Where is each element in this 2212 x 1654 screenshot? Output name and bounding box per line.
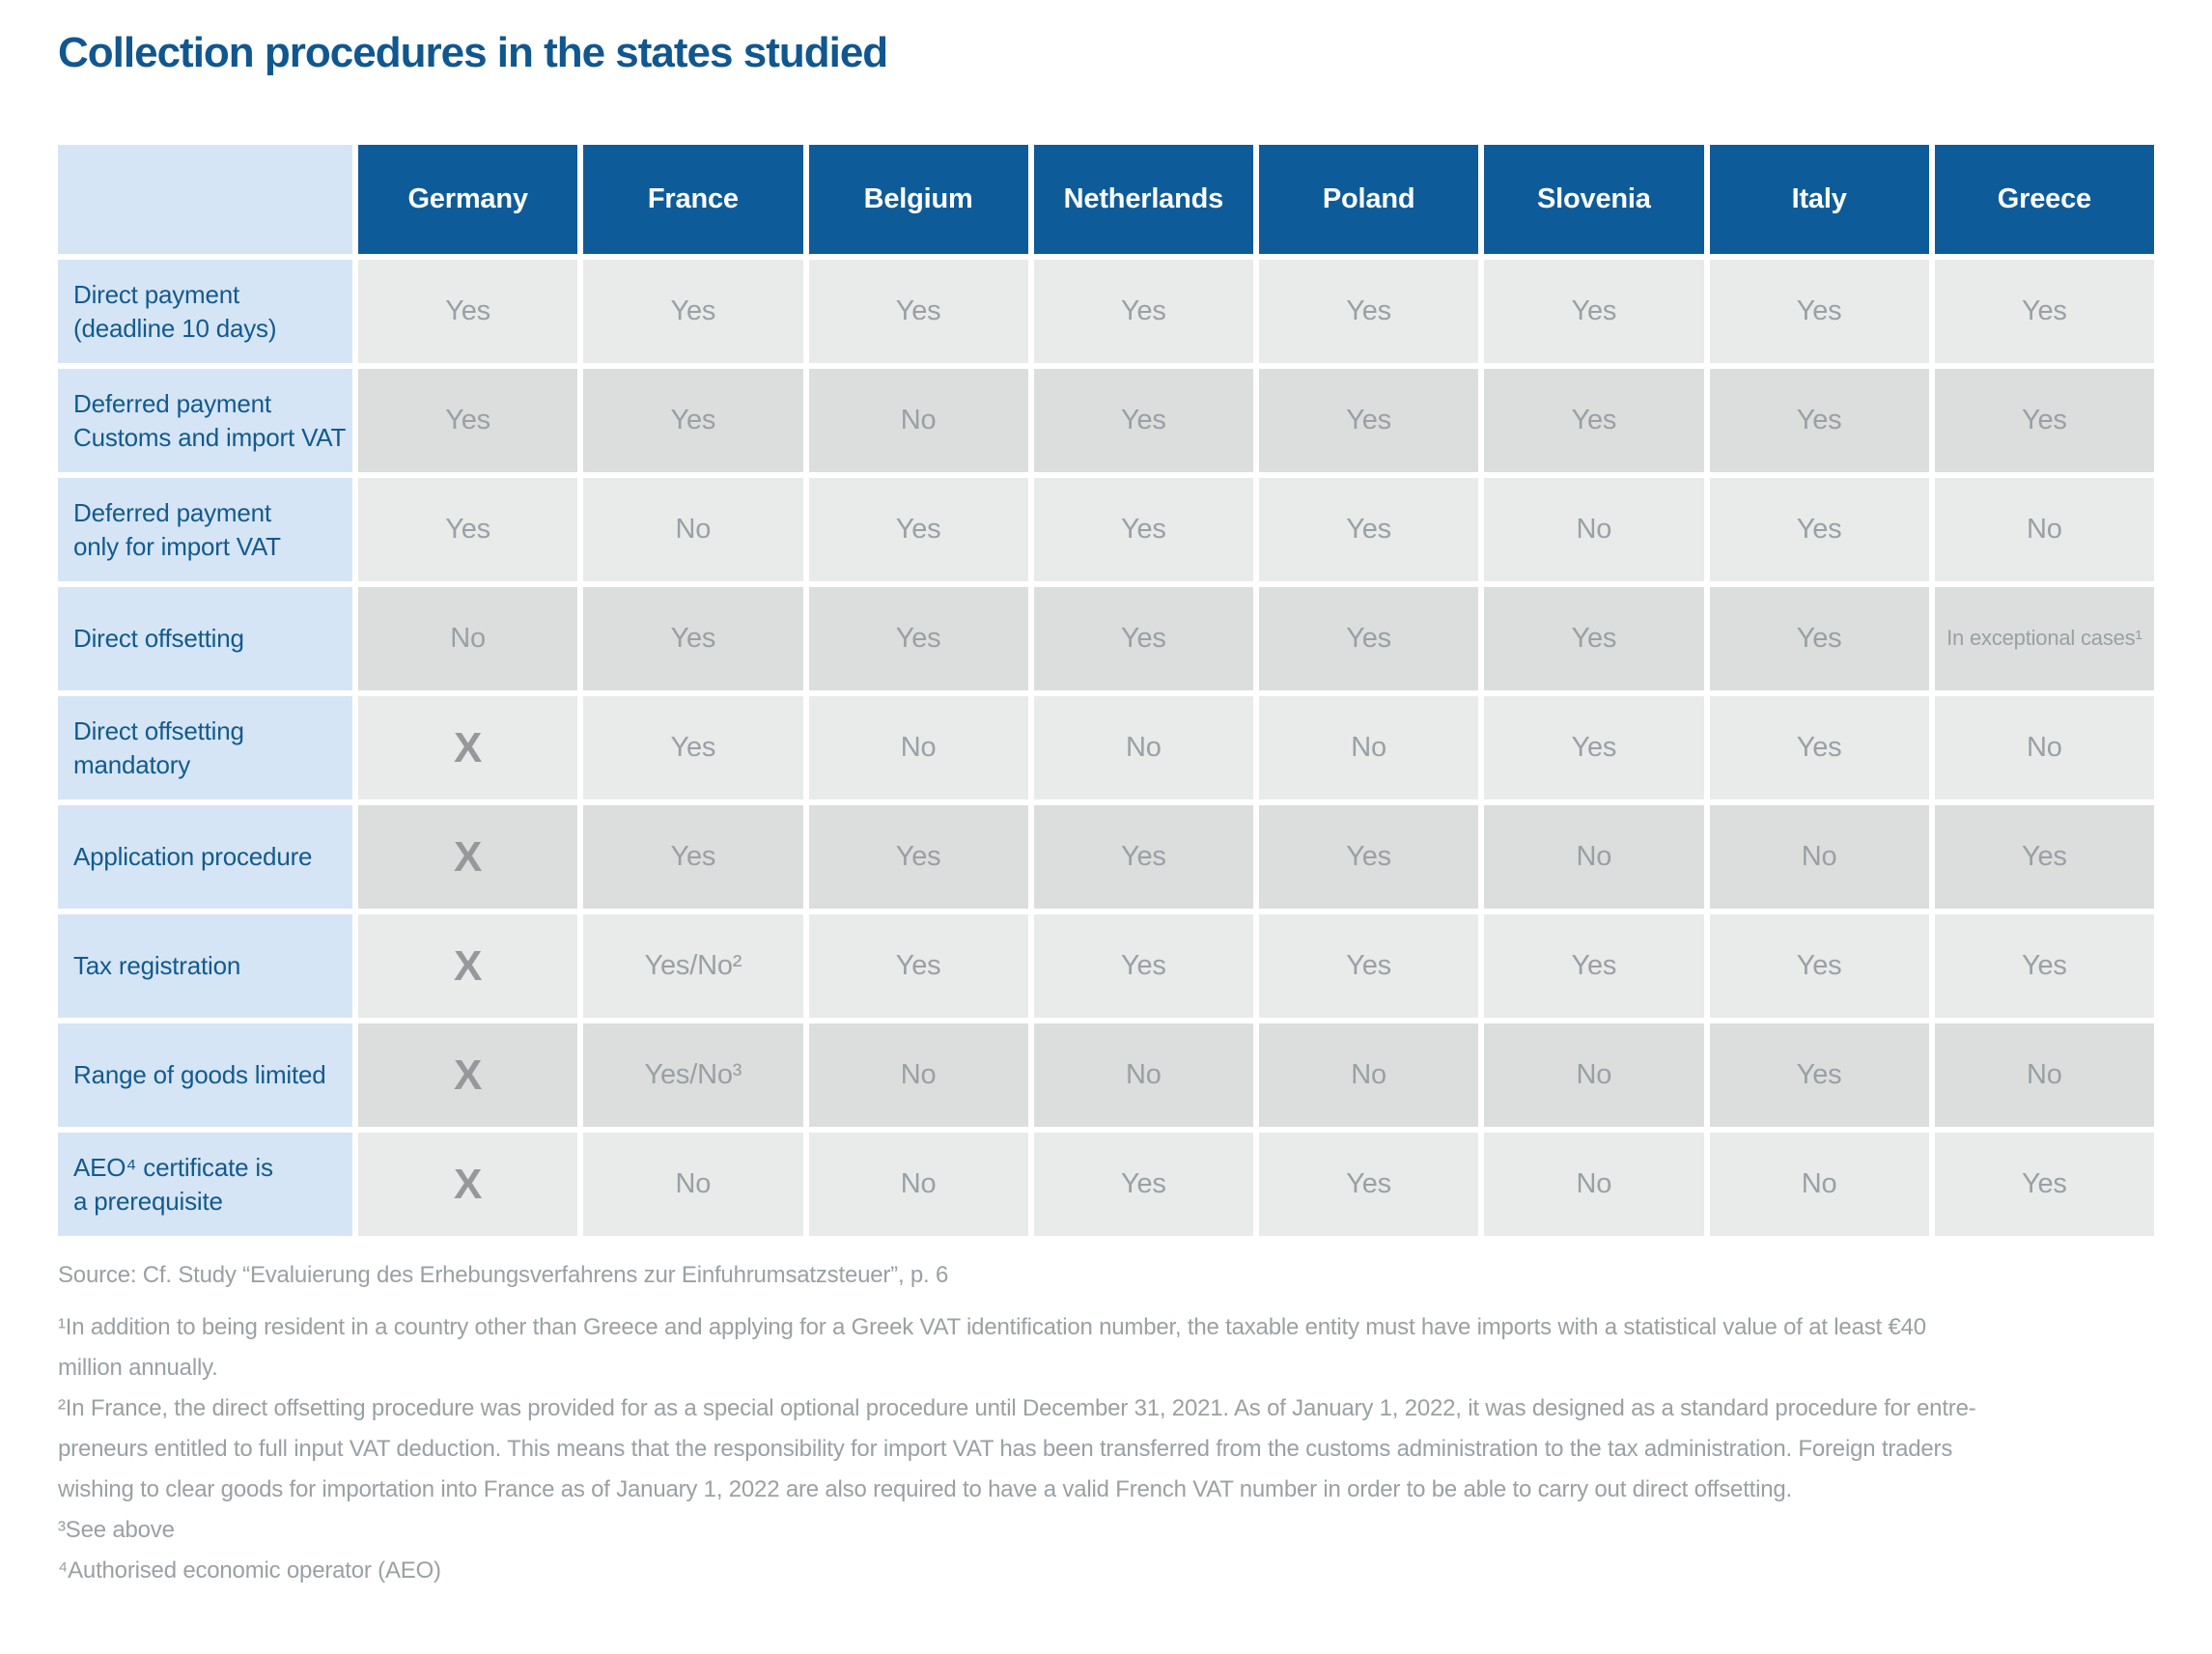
column-header-germany: Germany (358, 145, 578, 254)
cell-france: No (583, 1133, 803, 1236)
cell-slovenia: Yes (1484, 260, 1704, 363)
cell-belgium: No (808, 1023, 1028, 1127)
cell-france: Yes (583, 696, 803, 799)
cell-france: Yes (583, 369, 803, 472)
cell-poland: Yes (1259, 587, 1479, 690)
cell-poland: Yes (1259, 260, 1479, 363)
cell-netherlands: Yes (1033, 805, 1253, 909)
row-label: AEO⁴ certificate is a prerequisite (58, 1133, 352, 1236)
cell-greece: Yes (1934, 260, 2154, 363)
cell-slovenia: No (1484, 805, 1704, 909)
cell-germany: X (358, 696, 578, 799)
cell-greece: No (1934, 478, 2154, 581)
cell-germany: X (358, 1133, 578, 1236)
cell-italy: Yes (1709, 914, 1929, 1018)
column-header-france: France (583, 145, 803, 254)
cell-germany: Yes (358, 478, 578, 581)
cell-slovenia: No (1484, 1023, 1704, 1127)
cell-slovenia: Yes (1484, 587, 1704, 690)
cell-poland: Yes (1259, 805, 1479, 909)
row-label: Direct offsetting (58, 587, 352, 690)
cell-greece: No (1934, 1023, 2154, 1127)
cell-belgium: No (808, 696, 1028, 799)
cell-italy: Yes (1709, 696, 1929, 799)
row-label: Tax registration (58, 914, 352, 1018)
cell-netherlands: Yes (1033, 1133, 1253, 1236)
table-corner-cell (58, 145, 352, 254)
cell-belgium: No (808, 1133, 1028, 1236)
cell-netherlands: Yes (1033, 478, 1253, 581)
row-label: Direct offsetting mandatory (58, 696, 352, 799)
cell-italy: No (1709, 805, 1929, 909)
cell-france: No (583, 478, 803, 581)
cell-france: Yes (583, 260, 803, 363)
cell-poland: Yes (1259, 1133, 1479, 1236)
cell-italy: Yes (1709, 478, 1929, 581)
row-label: Deferred payment only for import VAT (58, 478, 352, 581)
footnotes-block: Source: Cf. Study “Evaluierung des Erheb… (58, 1255, 2158, 1591)
footnote-2: ²In France, the direct offsetting proced… (58, 1395, 1976, 1502)
row-label: Range of goods limited (58, 1023, 352, 1127)
cell-greece: Yes (1934, 805, 2154, 909)
cell-poland: Yes (1259, 478, 1479, 581)
cell-france: Yes (583, 587, 803, 690)
cell-netherlands: Yes (1033, 587, 1253, 690)
cell-germany: No (358, 587, 578, 690)
cell-slovenia: Yes (1484, 369, 1704, 472)
cell-italy: Yes (1709, 587, 1929, 690)
cell-slovenia: Yes (1484, 696, 1704, 799)
cell-germany: X (358, 805, 578, 909)
cell-greece: In exceptional cases¹ (1934, 587, 2154, 690)
cell-belgium: No (808, 369, 1028, 472)
column-header-poland: Poland (1259, 145, 1479, 254)
collection-procedures-table: Germany France Belgium Netherlands Poland Slo… (58, 145, 2154, 1236)
source-note: Source: Cf. Study “Evaluierung des Erheb… (58, 1262, 949, 1288)
cell-germany: Yes (358, 369, 578, 472)
footnote-1: ¹In addition to being resident in a coun… (58, 1314, 1926, 1381)
cell-netherlands: No (1033, 696, 1253, 799)
cell-netherlands: Yes (1033, 260, 1253, 363)
page-title: Collection procedures in the states stud… (58, 29, 888, 76)
cell-belgium: Yes (808, 587, 1028, 690)
cell-slovenia: No (1484, 1133, 1704, 1236)
cell-germany: X (358, 1023, 578, 1127)
cell-germany: X (358, 914, 578, 1018)
cell-belgium: Yes (808, 805, 1028, 909)
cell-poland: Yes (1259, 914, 1479, 1018)
cell-netherlands: Yes (1033, 914, 1253, 1018)
row-label: Deferred payment Customs and import VAT (58, 369, 352, 472)
column-header-slovenia: Slovenia (1484, 145, 1704, 254)
cell-poland: Yes (1259, 369, 1479, 472)
cell-netherlands: No (1033, 1023, 1253, 1127)
cell-poland: No (1259, 1023, 1479, 1127)
column-header-greece: Greece (1934, 145, 2154, 254)
cell-italy: Yes (1709, 260, 1929, 363)
row-label: Application procedure (58, 805, 352, 909)
column-header-italy: Italy (1709, 145, 1929, 254)
cell-belgium: Yes (808, 478, 1028, 581)
cell-slovenia: Yes (1484, 914, 1704, 1018)
cell-italy: No (1709, 1133, 1929, 1236)
cell-france: Yes/No³ (583, 1023, 803, 1127)
cell-greece: Yes (1934, 369, 2154, 472)
row-label: Direct payment (deadline 10 days) (58, 260, 352, 363)
cell-france: Yes/No² (583, 914, 803, 1018)
cell-italy: Yes (1709, 369, 1929, 472)
cell-greece: No (1934, 696, 2154, 799)
cell-greece: Yes (1934, 914, 2154, 1018)
cell-slovenia: No (1484, 478, 1704, 581)
cell-belgium: Yes (808, 260, 1028, 363)
cell-belgium: Yes (808, 914, 1028, 1018)
footnote-3: ³See above (58, 1517, 175, 1543)
cell-germany: Yes (358, 260, 578, 363)
cell-poland: No (1259, 696, 1479, 799)
cell-france: Yes (583, 805, 803, 909)
column-header-netherlands: Netherlands (1033, 145, 1253, 254)
cell-greece: Yes (1934, 1133, 2154, 1236)
footnote-4: ⁴Authorised economic operator (AEO) (58, 1557, 441, 1584)
cell-netherlands: Yes (1033, 369, 1253, 472)
cell-italy: Yes (1709, 1023, 1929, 1127)
column-header-belgium: Belgium (808, 145, 1028, 254)
